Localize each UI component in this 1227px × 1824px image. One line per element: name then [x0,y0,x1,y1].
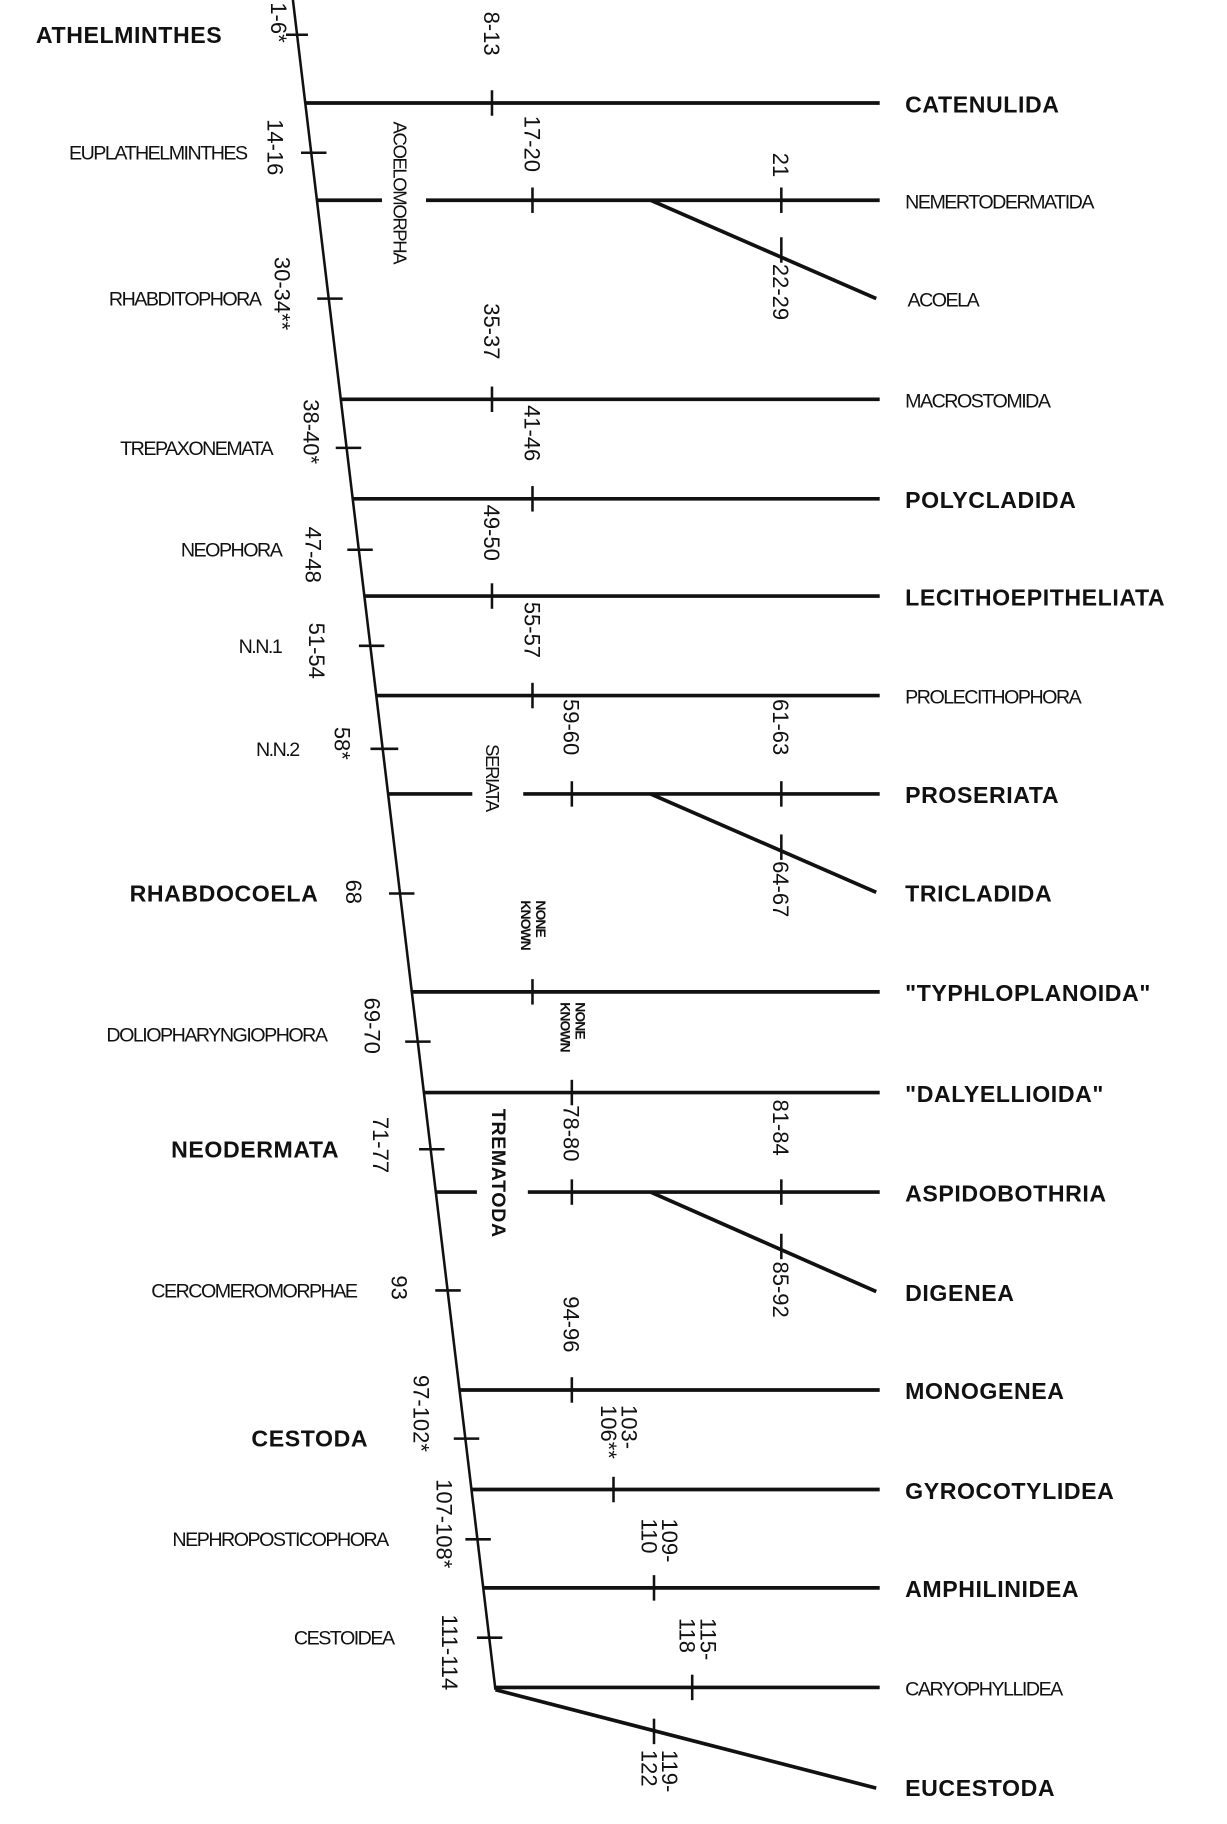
branch-chars: NONE [533,900,549,937]
branch-chars: 122 [636,1750,661,1787]
node-label-root: ATHELMINTHES [36,22,222,48]
branch-eucestoda [494,1687,877,1790]
branch-chars: 35-37 [479,303,504,359]
taxon-label: MONOGENEA [905,1378,1064,1404]
node-label: NEOPHORA [181,540,284,562]
node-chars: 58* [330,727,355,760]
branch-chars: KNOWN [557,1002,573,1052]
branch-chars: 119- [657,1750,682,1792]
node-chars: 51-54 [304,623,329,679]
branch-chars: 106** [596,1405,621,1459]
taxon-label: POLYCLADIDA [905,487,1076,513]
branch-chars: 81-84 [768,1099,793,1155]
node-label: DOLIOPHARYNGIOPHORA [106,1025,328,1047]
node-chars: 107-108* [431,1479,456,1569]
node-chars: 68 [341,880,366,904]
branch-chars: 115- [695,1618,720,1660]
branch-chars: 118 [674,1618,699,1653]
group-label-acoelomorpha: ACOELOMORPHA [390,122,411,266]
node-label: CESTODA [251,1426,368,1452]
branch-chars: 94-96 [559,1296,584,1352]
branch-digenea [649,1190,877,1294]
node-label: N.N.2 [256,739,299,761]
node-chars: 14-16 [262,119,287,175]
branch-chars: 64-67 [768,861,793,917]
taxon-label: CARYOPHYLLIDEA [905,1679,1064,1701]
branches [305,101,880,1790]
node-label: CERCOMEROMORPHAE [151,1280,358,1302]
node-label: EUPLATHELMINTHES [69,143,248,165]
branch-chars: KNOWN [518,900,534,950]
node-chars-root: 1-6* [266,2,291,43]
branch-chars: 49-50 [479,505,504,561]
taxon-label: GYROCOTYLIDEA [905,1478,1114,1504]
taxon-label: "DALYELLIOIDA" [905,1081,1104,1107]
stem-ticks [285,33,503,1639]
taxon-label: TRICLADIDA [905,881,1052,907]
branch-acoela [649,198,877,301]
node-chars: 38-40* [298,399,323,464]
main-stem [291,0,497,1690]
node-chars: 69-70 [360,998,385,1054]
taxon-label: CATENULIDA [905,91,1059,117]
branch-chars: 78-80 [559,1105,584,1161]
node-label: CESTOIDEA [294,1628,396,1650]
branch-chars: NONE [572,1002,588,1039]
node-label: N.N.1 [239,636,282,658]
taxon-label: PROLECITHOPHORA [905,687,1083,709]
taxon-label: PROSERIATA [905,782,1059,808]
node-chars: 97-102* [408,1375,433,1452]
node-label: NEPHROPOSTICOPHORA [172,1529,390,1551]
group-label-trematoda: TREMATODA [487,1109,509,1238]
branch-chars: 103- [617,1405,642,1449]
branch-chars: 21 [768,153,793,177]
node-chars: 71-77 [368,1117,393,1173]
branch-chars: 85-92 [768,1262,793,1318]
node-chars: 47-48 [301,527,326,583]
node-label: NEODERMATA [171,1136,339,1162]
group-label-seriata: SERIATA [482,744,503,813]
node-chars: 111-114 [437,1615,462,1691]
taxon-label: ACOELA [907,290,980,312]
taxon-label: NEMERTODERMATIDA [905,191,1095,213]
branch-chars: 110 [636,1518,661,1553]
branch-chars: 61-63 [768,699,793,755]
taxon-label: "TYPHLOPLANOIDA" [905,980,1151,1006]
branch-chars: 8-13 [479,12,504,56]
node-chars: 93 [386,1275,411,1299]
taxon-label: AMPHILINIDEA [905,1576,1079,1602]
branch-chars: 22-29 [768,264,793,320]
branch-chars: 55-57 [519,602,544,658]
branch-tricladida [649,792,877,895]
taxon-label: DIGENEA [905,1280,1014,1306]
branch-chars: 109- [657,1518,682,1562]
node-label: TREPAXONEMATA [120,438,274,460]
taxon-label: ASPIDOBOTHRIA [905,1180,1107,1206]
branch-ticks [490,90,783,1745]
branch-chars: 17-20 [519,116,544,172]
node-label: RHABDITOPHORA [109,289,263,311]
node-label: RHABDOCOELA [130,881,319,907]
branch-chars: 41-46 [519,405,544,461]
branch-chars: 59-60 [559,699,584,755]
node-chars: 30-34** [269,257,294,331]
taxon-label: EUCESTODA [905,1775,1055,1801]
taxon-label: LECITHOEPITHELIATA [905,584,1165,610]
taxon-label: MACROSTOMIDA [905,390,1052,412]
